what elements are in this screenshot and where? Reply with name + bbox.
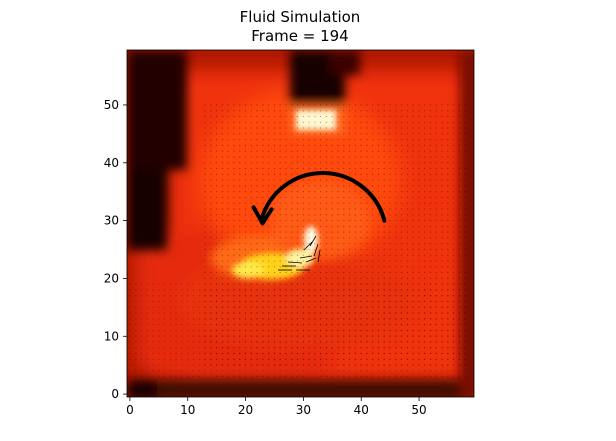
y-tick-label: 50 [104,98,119,112]
y-axis: 0 10 20 30 40 50 [104,98,127,401]
quiver-strong-arrows [278,235,321,271]
y-tick-label: 40 [104,156,119,170]
chart-title-block: Fluid Simulation Frame = 194 [0,8,600,46]
rotation-arrowhead [251,205,274,226]
x-tick-label: 20 [238,403,253,417]
y-tick-label: 30 [104,214,119,228]
x-tick-label: 0 [126,403,134,417]
chart-subtitle: Frame = 194 [251,27,349,45]
x-tick-label: 10 [180,403,195,417]
rotation-direction-arrow [251,171,387,226]
y-tick-label: 0 [111,387,119,401]
velocity-vector-field [127,100,470,380]
x-tick-label: 50 [411,403,426,417]
x-axis: 0 10 20 30 40 50 [126,397,427,417]
rotation-arc [259,171,387,223]
y-tick-label: 20 [104,271,119,285]
x-tick-label: 40 [354,403,369,417]
chart-title: Fluid Simulation [239,8,361,26]
plot-frame [126,49,475,398]
x-tick-label: 30 [296,403,311,417]
y-tick-label: 10 [104,329,119,343]
